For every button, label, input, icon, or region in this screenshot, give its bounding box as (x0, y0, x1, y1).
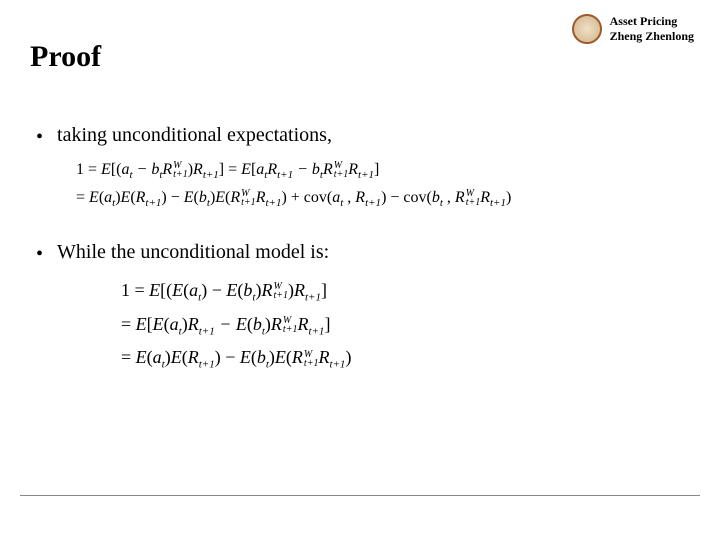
institution-logo-icon (572, 14, 602, 44)
eq2-line1: 1 = E[(E(at) − E(bt)RWt+1)Rt+1] (121, 274, 690, 308)
bullet-2: • While the unconditional model is: (36, 241, 690, 266)
bullet-1: • taking unconditional expectations, (36, 124, 690, 149)
content-area: • taking unconditional expectations, 1 =… (36, 124, 690, 403)
bullet-1-text: taking unconditional expectations, (57, 124, 332, 147)
page-title: Proof (30, 40, 101, 74)
eq1-line1: 1 = E[(at − btRWt+1)Rt+1] = E[atRt+1 − b… (76, 157, 690, 185)
eq2-line2: = E[E(at)Rt+1 − E(bt)RWt+1Rt+1] (121, 308, 690, 342)
header-block: Asset Pricing Zheng Zhenlong (572, 14, 694, 44)
bullet-mark-icon: • (36, 243, 43, 266)
footer-divider (20, 495, 700, 496)
bullet-mark-icon: • (36, 126, 43, 149)
bullet-2-text: While the unconditional model is: (57, 241, 329, 264)
course-title: Asset Pricing (610, 14, 694, 29)
eq1-line2: = E(at)E(Rt+1) − E(bt)E(RWt+1Rt+1) + cov… (76, 185, 690, 213)
equation-block-2: 1 = E[(E(at) − E(bt)RWt+1)Rt+1] = E[E(at… (121, 274, 690, 376)
eq2-line3: = E(at)E(Rt+1) − E(bt)E(RWt+1Rt+1) (121, 341, 690, 375)
author-name: Zheng Zhenlong (610, 29, 694, 44)
header-text: Asset Pricing Zheng Zhenlong (610, 14, 694, 44)
equation-block-1: 1 = E[(at − btRWt+1)Rt+1] = E[atRt+1 − b… (76, 157, 690, 213)
